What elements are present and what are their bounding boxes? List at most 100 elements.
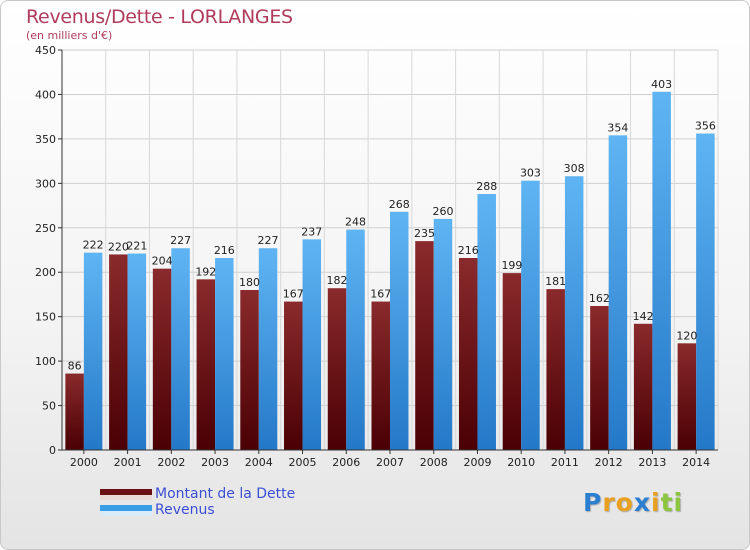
data-label-dette: 204 <box>152 255 173 268</box>
data-label-dette: 167 <box>283 288 304 301</box>
bar-revenus <box>390 211 409 450</box>
y-tick-label: 400 <box>35 88 56 101</box>
bar-dette <box>327 288 347 450</box>
logo-letter: i <box>651 488 661 517</box>
bar-dette <box>109 254 128 450</box>
x-tick-label: 2011 <box>551 456 579 469</box>
x-tick-label: 2007 <box>376 456 404 469</box>
bar-dette <box>546 289 565 450</box>
bar-dette <box>590 306 609 450</box>
data-label-dette: 192 <box>195 265 216 278</box>
data-label-revenus: 260 <box>432 205 453 218</box>
bar-revenus <box>433 218 453 450</box>
bar-dette <box>240 290 259 450</box>
x-tick-label: 2001 <box>114 456 142 469</box>
x-tick-label: 2003 <box>201 456 229 469</box>
x-tick-label: 2002 <box>157 456 185 469</box>
data-label-dette: 181 <box>545 275 566 288</box>
bar-revenus <box>346 229 365 450</box>
data-label-dette: 182 <box>327 274 348 287</box>
x-tick-label: 2006 <box>332 456 360 469</box>
bar-dette <box>677 343 697 450</box>
bar-dette <box>284 301 303 450</box>
x-tick-label: 2000 <box>70 456 98 469</box>
bar-revenus <box>258 248 278 450</box>
logo-letter: i <box>673 488 684 517</box>
legend-swatch-revenus <box>100 505 152 516</box>
y-tick-label: 150 <box>35 311 56 324</box>
x-tick-label: 2009 <box>463 456 491 469</box>
x-tick-label: 2014 <box>682 456 710 469</box>
y-tick-label: 350 <box>35 133 56 146</box>
y-tick-label: 0 <box>49 444 56 457</box>
bar-dette <box>415 241 434 450</box>
data-label-dette: 235 <box>414 227 435 240</box>
x-tick-label: 2013 <box>638 456 666 469</box>
bar-dette <box>152 268 172 450</box>
bar-dette <box>196 279 216 450</box>
logo-letter: o <box>615 488 634 517</box>
y-tick-label: 200 <box>35 266 56 279</box>
y-tick-label: 300 <box>35 177 56 190</box>
data-label-revenus: 303 <box>520 167 541 180</box>
bar-dette <box>65 373 84 450</box>
bar-dette <box>502 273 522 450</box>
bar-revenus <box>215 258 234 450</box>
bar-revenus <box>477 194 496 450</box>
data-label-dette: 220 <box>108 240 129 253</box>
bar-revenus <box>652 91 671 451</box>
data-label-revenus: 403 <box>651 78 672 91</box>
y-tick-label: 50 <box>42 400 56 413</box>
chart-title: Revenus/Dette - LORLANGES <box>26 6 293 28</box>
bar-revenus <box>696 133 715 451</box>
bars <box>65 91 715 451</box>
data-label-revenus: 308 <box>564 162 585 175</box>
data-label-revenus: 222 <box>83 239 104 252</box>
chart-subtitle: (en milliers d'€) <box>26 29 113 42</box>
data-label-revenus: 216 <box>214 244 235 257</box>
axes <box>58 49 718 454</box>
y-tick-label: 250 <box>35 222 56 235</box>
data-label-revenus: 248 <box>345 216 366 229</box>
data-label-dette: 216 <box>458 244 479 257</box>
logo-letter: r <box>602 488 616 517</box>
data-label-revenus: 227 <box>170 234 191 247</box>
x-tick-label: 2005 <box>289 456 317 469</box>
data-label-dette: 167 <box>370 288 391 301</box>
x-tick-label: 2010 <box>507 456 535 469</box>
x-tick-label: 2012 <box>595 456 623 469</box>
bar-revenus <box>302 239 322 450</box>
data-label-dette: 180 <box>239 276 260 289</box>
bar-revenus <box>171 248 190 450</box>
y-tick-label: 100 <box>35 355 56 368</box>
data-label-dette: 86 <box>68 360 82 373</box>
data-label-dette: 199 <box>501 259 522 272</box>
data-label-revenus: 356 <box>695 120 716 133</box>
data-label-revenus: 237 <box>301 225 322 238</box>
y-tick-label: 450 <box>35 44 56 57</box>
bar-dette <box>458 258 478 450</box>
proxiti-logo: Proxiti <box>583 488 683 517</box>
labels: 0501001502002503003504004508622220002202… <box>35 44 716 469</box>
x-tick-label: 2004 <box>245 456 273 469</box>
x-tick-label: 2008 <box>420 456 448 469</box>
legend-label-debt: Montant de la Dette <box>155 486 296 502</box>
bar-revenus <box>608 135 628 451</box>
data-label-revenus: 227 <box>258 234 279 247</box>
legend-swatch-debt <box>100 489 152 500</box>
data-label-dette: 142 <box>633 310 654 323</box>
data-label-dette: 120 <box>676 329 697 342</box>
legend-label-revenus: Revenus <box>155 502 215 518</box>
bar-revenus <box>83 252 103 450</box>
logo-letter: x <box>633 488 651 517</box>
data-label-revenus: 221 <box>126 240 147 253</box>
bar-revenus <box>127 253 147 450</box>
bar-dette <box>371 301 390 450</box>
data-label-revenus: 354 <box>607 121 628 134</box>
bar-dette <box>633 323 653 450</box>
bar-revenus <box>564 176 584 450</box>
data-label-dette: 162 <box>589 292 610 305</box>
data-label-revenus: 268 <box>389 198 410 211</box>
bar-revenus <box>521 180 540 450</box>
